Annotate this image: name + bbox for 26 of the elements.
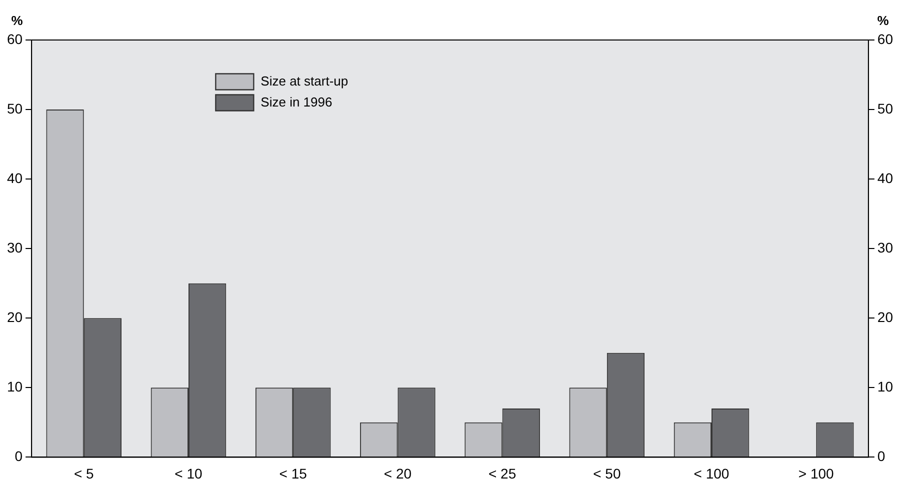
x-tick-label: < 100 bbox=[694, 465, 730, 482]
y2-tick-label: 40 bbox=[877, 170, 894, 186]
x-tick-label: < 20 bbox=[384, 465, 412, 482]
x-tick-label: < 10 bbox=[174, 465, 203, 482]
x-tick-label: > 100 bbox=[798, 465, 834, 482]
y2-tick-label: 10 bbox=[877, 378, 894, 395]
y2-tick-label: 0 bbox=[877, 448, 886, 464]
legend-label: Size at start-up bbox=[260, 73, 348, 88]
y-tick-label: 30 bbox=[6, 239, 23, 256]
x-tick-label: < 15 bbox=[279, 465, 308, 482]
y2-tick-label: 60 bbox=[877, 30, 894, 47]
legend-label: Size in 1996 bbox=[260, 94, 332, 110]
y-tick-label: 10 bbox=[6, 378, 23, 395]
y2-tick-label: 50 bbox=[877, 100, 894, 116]
x-tick-label: < 50 bbox=[593, 465, 621, 482]
y2-axis-title: % bbox=[877, 13, 890, 28]
y-tick-label: 0 bbox=[14, 448, 23, 464]
y2-tick-label: 30 bbox=[877, 239, 894, 256]
y-axis-title: % bbox=[11, 13, 24, 28]
y-tick-label: 60 bbox=[6, 30, 23, 47]
y-tick-label: 40 bbox=[6, 170, 23, 186]
y2-tick-label: 20 bbox=[877, 308, 894, 325]
x-tick-label: < 5 bbox=[74, 465, 94, 482]
y-tick-label: 20 bbox=[6, 308, 23, 325]
y-tick-label: 50 bbox=[6, 100, 23, 116]
x-tick-label: < 25 bbox=[488, 465, 516, 482]
